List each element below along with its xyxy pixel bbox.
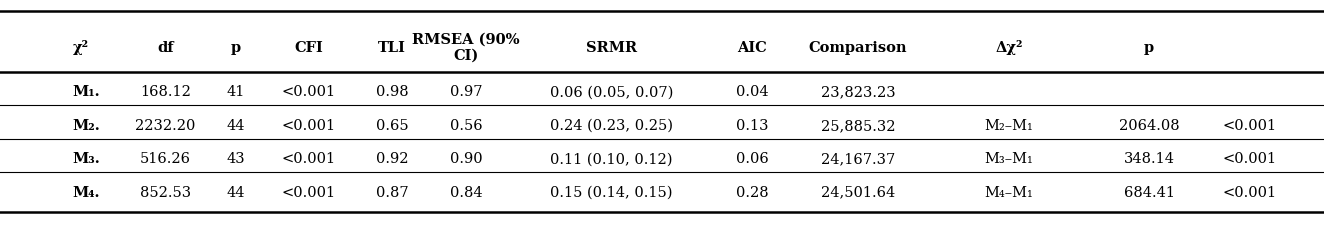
Text: 44: 44 — [226, 119, 245, 133]
Text: 0.98: 0.98 — [376, 85, 408, 99]
Text: 41: 41 — [226, 85, 245, 99]
Text: 516.26: 516.26 — [140, 152, 191, 166]
Text: 0.92: 0.92 — [376, 152, 408, 166]
Text: 0.97: 0.97 — [450, 85, 482, 99]
Text: p: p — [230, 41, 241, 55]
Text: 0.15 (0.14, 0.15): 0.15 (0.14, 0.15) — [551, 186, 673, 200]
Text: CFI: CFI — [294, 41, 323, 55]
Text: 23,823.23: 23,823.23 — [821, 85, 895, 99]
Text: 348.14: 348.14 — [1124, 152, 1174, 166]
Text: <0.001: <0.001 — [282, 152, 335, 166]
Text: <0.001: <0.001 — [282, 119, 335, 133]
Text: 0.65: 0.65 — [376, 119, 408, 133]
Text: 0.24 (0.23, 0.25): 0.24 (0.23, 0.25) — [551, 119, 673, 133]
Text: M₃–M₁: M₃–M₁ — [985, 152, 1033, 166]
Text: 24,167.37: 24,167.37 — [821, 152, 895, 166]
Text: 684.41: 684.41 — [1124, 186, 1174, 200]
Text: 852.53: 852.53 — [140, 186, 191, 200]
Text: p: p — [1144, 41, 1155, 55]
Text: <0.001: <0.001 — [1223, 186, 1276, 200]
Text: M₄.: M₄. — [73, 186, 101, 200]
Text: 44: 44 — [226, 186, 245, 200]
Text: 0.28: 0.28 — [736, 186, 768, 200]
Text: χ²: χ² — [73, 40, 89, 55]
Text: 0.90: 0.90 — [450, 152, 482, 166]
Text: 0.06: 0.06 — [736, 152, 768, 166]
Text: 2232.20: 2232.20 — [135, 119, 196, 133]
Text: M₃.: M₃. — [73, 152, 101, 166]
Text: <0.001: <0.001 — [1223, 119, 1276, 133]
Text: AIC: AIC — [737, 41, 767, 55]
Text: 0.11 (0.10, 0.12): 0.11 (0.10, 0.12) — [551, 152, 673, 166]
Text: 0.04: 0.04 — [736, 85, 768, 99]
Text: 0.06 (0.05, 0.07): 0.06 (0.05, 0.07) — [549, 85, 674, 99]
Text: 0.87: 0.87 — [376, 186, 408, 200]
Text: M₄–M₁: M₄–M₁ — [985, 186, 1033, 200]
Text: 0.56: 0.56 — [450, 119, 482, 133]
Text: 43: 43 — [226, 152, 245, 166]
Text: RMSEA (90%
CI): RMSEA (90% CI) — [412, 33, 520, 63]
Text: <0.001: <0.001 — [282, 186, 335, 200]
Text: 24,501.64: 24,501.64 — [821, 186, 895, 200]
Text: 2064.08: 2064.08 — [1119, 119, 1180, 133]
Text: 0.13: 0.13 — [736, 119, 768, 133]
Text: df: df — [158, 41, 173, 55]
Text: M₂–M₁: M₂–M₁ — [985, 119, 1033, 133]
Text: 168.12: 168.12 — [140, 85, 191, 99]
Text: 25,885.32: 25,885.32 — [821, 119, 895, 133]
Text: SRMR: SRMR — [587, 41, 637, 55]
Text: Comparison: Comparison — [809, 41, 907, 55]
Text: Δχ²: Δχ² — [996, 40, 1022, 55]
Text: TLI: TLI — [377, 41, 406, 55]
Text: 0.84: 0.84 — [450, 186, 482, 200]
Text: <0.001: <0.001 — [282, 85, 335, 99]
Text: M₂.: M₂. — [73, 119, 101, 133]
Text: M₁.: M₁. — [73, 85, 101, 99]
Text: <0.001: <0.001 — [1223, 152, 1276, 166]
